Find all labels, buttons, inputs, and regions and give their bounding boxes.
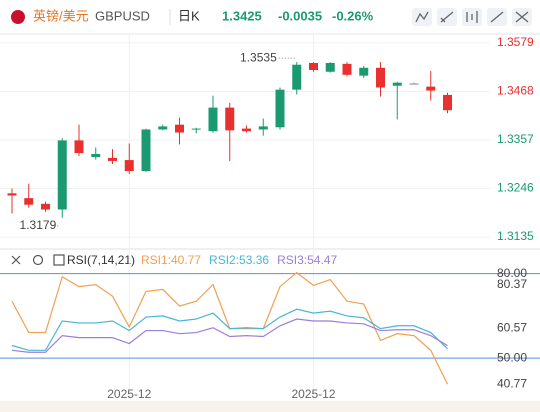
symbol-name: 英镑/美元 (33, 8, 89, 23)
icon-line (415, 11, 429, 23)
candle-body (292, 64, 302, 90)
flag-icon (11, 10, 25, 24)
rsi-title: RSI(7,14,21) (67, 253, 135, 267)
icon-trend (490, 11, 504, 23)
candle-body (41, 203, 50, 210)
rsi-line (11, 308, 448, 351)
icon-bars (466, 11, 478, 23)
candle-body (443, 94, 452, 111)
toolbar-icons (412, 8, 532, 26)
scrollbar[interactable] (0, 401, 540, 412)
candle-body (426, 86, 436, 91)
y-tick-label: 1.3468 (497, 84, 534, 98)
y-tick-label: 60.57 (497, 321, 527, 335)
candle-body (376, 67, 385, 88)
y-tick-label: 80.37 (497, 277, 527, 291)
legend-entry: RSI1:40.77 (141, 253, 201, 267)
candle-body (175, 124, 184, 133)
candle-body (141, 129, 151, 172)
candle-body (24, 198, 34, 205)
icon-draw (440, 11, 454, 23)
x-tick-label: 2025-12 (291, 387, 335, 401)
candle-body (409, 83, 419, 85)
y-tick-label: 1.3357 (497, 132, 534, 146)
icon-panel[interactable] (53, 254, 65, 266)
candle-body (158, 126, 168, 130)
legend-entry: RSI2:53.36 (209, 253, 269, 267)
y-tick-label: 1.3135 (497, 229, 534, 243)
candle-body (325, 62, 335, 72)
y-tick-label: 80.00 (497, 266, 527, 280)
candle-body (342, 63, 352, 75)
candle-body (7, 193, 17, 196)
y-tick-label: 50.00 (497, 350, 527, 364)
candle-body (57, 140, 67, 210)
period[interactable]: 日K (178, 8, 200, 23)
candle-body (242, 128, 251, 132)
rsi-line (11, 318, 448, 353)
candle-body (359, 67, 369, 76)
min-annotation: 1.3179 (20, 218, 57, 232)
max-annotation: 1.3535 (240, 50, 277, 64)
last-price: 1.3425 (222, 8, 262, 23)
candle-body (191, 128, 201, 130)
candle-body (309, 62, 318, 70)
y-tick-label: 40.77 (497, 376, 527, 390)
candle-body (91, 153, 101, 158)
price-change: -0.0035 (278, 8, 322, 23)
x-tick-label: 2025-12 (107, 387, 151, 401)
price-change-pct: -0.26% (332, 8, 374, 23)
rsi-icons (11, 254, 65, 266)
candle-body (108, 157, 117, 161)
symbol-code: GBPUSD (95, 8, 150, 23)
icon-close[interactable] (11, 255, 21, 265)
candle-body (258, 126, 268, 130)
candle-body (275, 89, 285, 128)
y-tick-label: 1.3246 (497, 181, 534, 195)
candle-body (225, 107, 235, 131)
candle-body (208, 107, 218, 132)
legend-entry: RSI3:54.47 (277, 253, 337, 267)
icon-settings[interactable] (32, 254, 44, 266)
candle-body (74, 140, 84, 154)
y-tick-label: 1.3579 (497, 35, 534, 49)
candle-body (124, 160, 134, 172)
candle-body (392, 82, 402, 86)
icon-expand (515, 11, 529, 23)
